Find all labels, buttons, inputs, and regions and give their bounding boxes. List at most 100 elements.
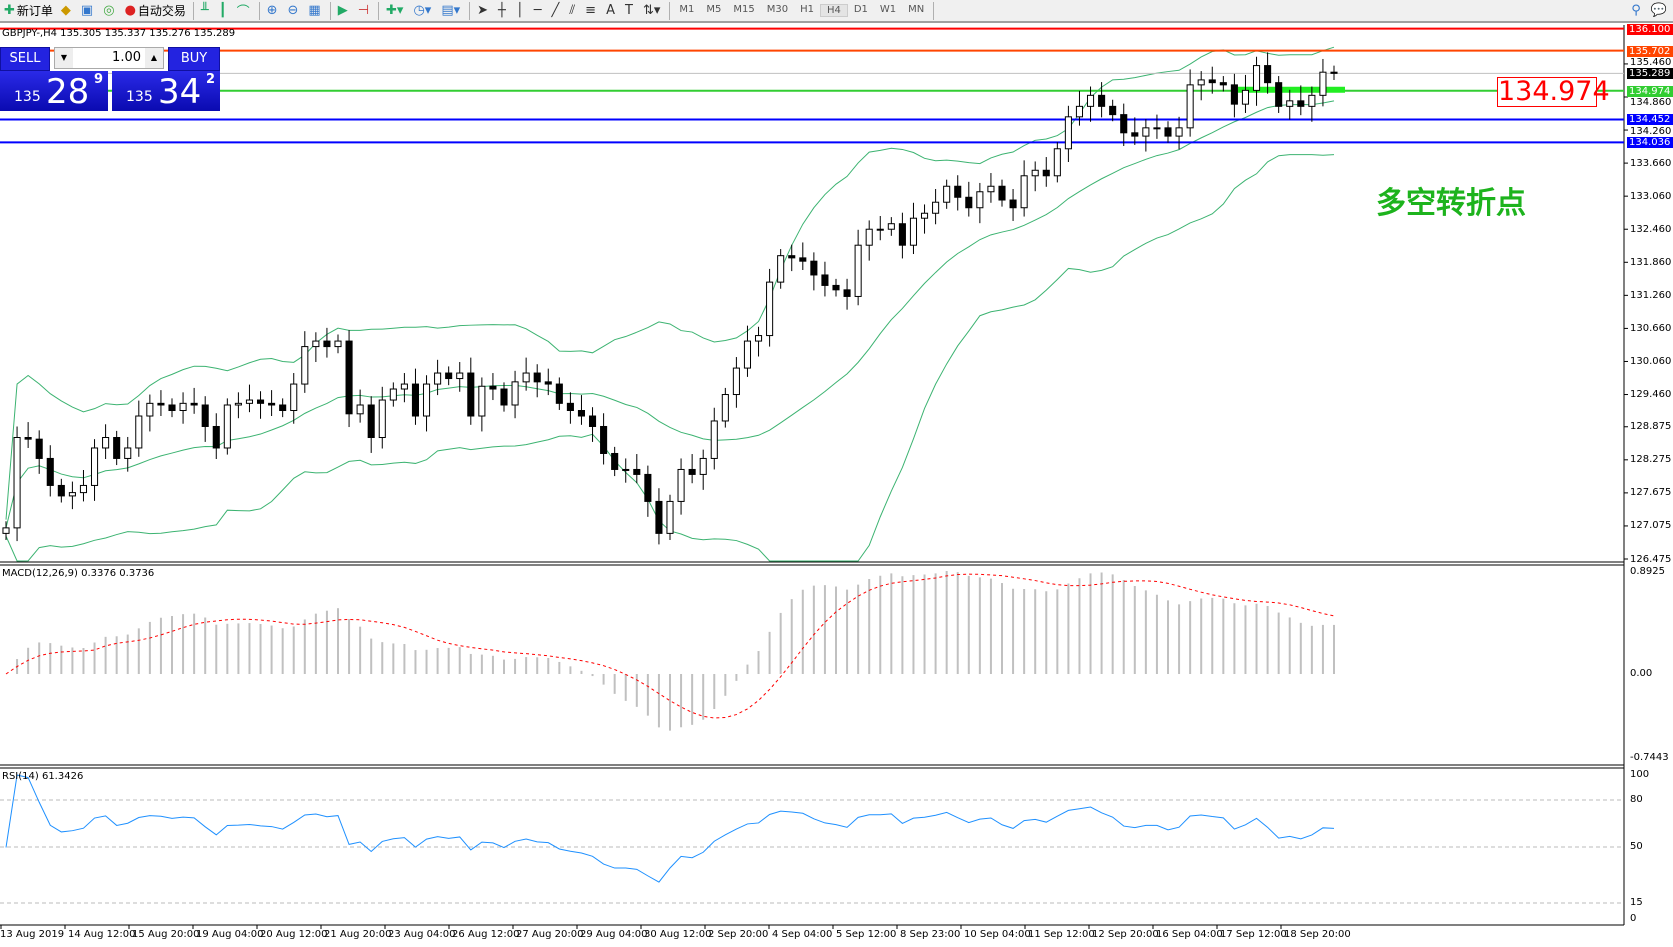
timeframe-m5[interactable]: M5 xyxy=(706,4,722,15)
crosshair-button[interactable]: ┼ xyxy=(494,0,512,21)
cursor-button[interactable]: ➤ xyxy=(473,0,494,21)
timeframe-m1[interactable]: M1 xyxy=(679,4,695,15)
time-tick-label: 20 Aug 12:00 xyxy=(260,929,328,940)
bearish-candle xyxy=(544,381,552,385)
price-tick-label: 135.460 xyxy=(1630,56,1672,68)
new-order-button[interactable]: ✚ 新订单 xyxy=(0,0,57,21)
new-order-label: 新订单 xyxy=(16,4,53,18)
autoscroll-button[interactable]: ▶ xyxy=(334,0,354,21)
time-tick-label: 16 Sep 04:00 xyxy=(1156,929,1223,940)
timeframe-m30[interactable]: M30 xyxy=(766,4,789,15)
lot-value[interactable]: 1.00 xyxy=(112,50,141,65)
bullish-candle xyxy=(389,388,397,401)
timeframe-h4[interactable]: H4 xyxy=(819,4,848,17)
chat-button[interactable]: 💬 xyxy=(1647,0,1673,21)
line-chart-button[interactable]: ⌒ xyxy=(233,0,256,21)
bullish-candle xyxy=(102,437,110,449)
timeframe-w1[interactable]: W1 xyxy=(879,4,897,15)
bullish-candle xyxy=(732,367,740,396)
zoom-in-icon: ⊕ xyxy=(266,3,278,18)
bearish-candle xyxy=(1098,94,1106,107)
bullish-candle xyxy=(434,372,442,385)
time-tick-label: 19 Aug 04:00 xyxy=(196,929,264,940)
zoom-in-button[interactable]: ⊕ xyxy=(263,0,284,21)
bullish-candle xyxy=(68,492,76,497)
buy-price[interactable]: 135 34 2 xyxy=(112,71,220,111)
bearish-candle xyxy=(555,383,563,404)
bar-chart-button[interactable]: ╨ xyxy=(197,0,215,21)
bullish-candle xyxy=(1308,94,1316,107)
timeframe-bar: M1 M5 M15 M30 H1 H4 D1 W1 MN xyxy=(673,4,930,17)
timeframe-h1[interactable]: H1 xyxy=(800,4,814,15)
label-button[interactable]: T xyxy=(621,0,639,21)
signals-button[interactable]: ◎ xyxy=(99,0,120,21)
bullish-candle xyxy=(1252,65,1261,91)
bullish-candle xyxy=(1053,148,1061,177)
divider xyxy=(258,1,260,20)
tile-windows-button[interactable]: ▦ xyxy=(304,0,326,21)
crosshair-icon: ┼ xyxy=(498,3,506,18)
zoom-out-button[interactable]: ⊖ xyxy=(284,0,305,21)
bullish-candle xyxy=(1186,84,1194,129)
auto-trading-button[interactable]: ● 自动交易 xyxy=(121,0,190,21)
text-label-icon: T xyxy=(624,3,633,18)
templates-button[interactable]: ▤▾ xyxy=(437,0,466,21)
lot-decrease-icon[interactable]: ▼ xyxy=(55,48,73,68)
chart-shift-button[interactable]: ⊣ xyxy=(354,0,375,21)
bullish-candle xyxy=(987,185,995,193)
terminal-button[interactable]: ▣ xyxy=(77,0,99,21)
bearish-candle xyxy=(168,404,176,412)
bearish-candle xyxy=(566,402,574,412)
auto-trading-label: 自动交易 xyxy=(137,4,186,18)
channel-button[interactable]: ⫽ xyxy=(565,0,581,21)
bearish-candle xyxy=(577,410,586,417)
buy-button[interactable]: BUY xyxy=(168,47,220,71)
pivot-annotation-text[interactable]: 多空转折点 xyxy=(1376,186,1526,221)
price-tick-label: 133.060 xyxy=(1630,190,1672,202)
macd-axis-zero: 0.00 xyxy=(1630,668,1653,679)
price-annotation-box[interactable]: 134.974 xyxy=(1497,76,1610,107)
bullish-candle xyxy=(976,191,984,209)
text-button[interactable]: A xyxy=(602,0,621,21)
bearish-candle xyxy=(35,438,43,459)
bullish-candle xyxy=(135,415,143,449)
arrows-button[interactable]: ⇅▾ xyxy=(639,0,666,21)
bearish-candle xyxy=(489,385,497,390)
lot-increase-icon[interactable]: ▲ xyxy=(145,48,163,68)
sell-price[interactable]: 135 28 9 xyxy=(0,71,108,111)
candle-chart-button[interactable]: ┃ xyxy=(215,0,233,21)
bearish-candle xyxy=(1109,105,1117,116)
navigator-button[interactable]: ◆ xyxy=(57,0,77,21)
level-price-label: 134.036 xyxy=(1627,137,1673,149)
bullish-candle xyxy=(334,340,342,348)
timeframe-mn[interactable]: MN xyxy=(908,4,925,15)
price-tick-label: 130.660 xyxy=(1630,322,1672,334)
periods-button[interactable]: ◷▾ xyxy=(409,0,437,21)
bullish-candle xyxy=(124,447,132,459)
search-button[interactable]: ⚲ xyxy=(1627,0,1647,21)
vertical-line-button[interactable]: │ xyxy=(512,0,530,21)
timeframe-m15[interactable]: M15 xyxy=(733,4,755,15)
rsi-axis-100: 100 xyxy=(1630,769,1650,780)
bullish-candle xyxy=(1197,79,1205,86)
bearish-candle xyxy=(898,223,906,246)
price-tick-label: 128.875 xyxy=(1630,421,1672,433)
time-tick-label: 30 Aug 12:00 xyxy=(644,929,712,940)
bullish-candle xyxy=(1064,116,1072,150)
time-tick-label: 27 Aug 20:00 xyxy=(516,929,584,940)
buy-price-pip: 2 xyxy=(206,72,216,87)
timeframe-d1[interactable]: D1 xyxy=(853,4,868,15)
bullish-candle xyxy=(234,402,242,406)
bollinger-upper-band xyxy=(5,46,1335,520)
bullish-candle xyxy=(920,212,929,219)
sell-button[interactable]: SELL xyxy=(0,47,50,71)
fibonacci-button[interactable]: ≡ xyxy=(581,0,602,21)
level-price-label: 136.100 xyxy=(1627,23,1673,35)
bearish-candle xyxy=(1009,199,1017,209)
indicators-button[interactable]: ✚▾ xyxy=(382,0,409,21)
horizontal-line-button[interactable]: ─ xyxy=(530,0,548,21)
lot-size-input[interactable]: ▼ 1.00 ▲ xyxy=(54,47,164,69)
time-tick-label: 18 Sep 20:00 xyxy=(1284,929,1351,940)
trendline-button[interactable]: ╱ xyxy=(548,0,566,21)
